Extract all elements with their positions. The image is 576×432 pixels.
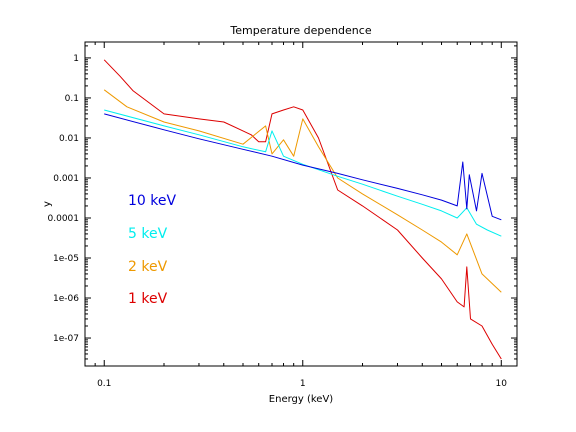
legend-entry: 2 keV	[128, 259, 168, 275]
legend-entry: 10 keV	[128, 193, 176, 209]
y-tick-label: 0.1	[65, 94, 79, 104]
legend-entry: 1 keV	[128, 291, 168, 307]
x-axis-label: Energy (keV)	[269, 394, 334, 405]
y-tick-label: 0.01	[59, 134, 79, 144]
y-axis-label: y	[42, 201, 53, 207]
plot-frame	[84, 41, 518, 367]
series-lines	[103, 59, 502, 360]
series-line-10-kev	[104, 113, 502, 221]
series-line-1-kev	[103, 59, 502, 360]
y-tick-label: 0.001	[53, 174, 79, 184]
series-line-2-kev	[103, 89, 502, 293]
legend: 10 keV 5 keV 2 keV 1 keV	[128, 193, 176, 307]
x-tick-label: 10	[496, 379, 508, 389]
series-line-5-kev	[104, 109, 502, 237]
y-tick-label: 0.0001	[48, 214, 80, 224]
x-tick-label: 1	[300, 379, 306, 389]
chart-title: Temperature dependence	[229, 24, 371, 37]
y-tick-label: 1e-06	[53, 294, 79, 304]
y-tick-label: 1e-07	[53, 334, 79, 344]
x-tick-label: 0.1	[97, 379, 111, 389]
legend-entry: 5 keV	[128, 226, 168, 242]
axis-ticks: 0.1 1 10 1e-07 1e-06 1e-05 0.0001 0.001 0.01 0.1 1	[48, 42, 517, 389]
y-tick-label: 1	[73, 54, 79, 64]
y-tick-label: 1e-05	[53, 254, 79, 264]
